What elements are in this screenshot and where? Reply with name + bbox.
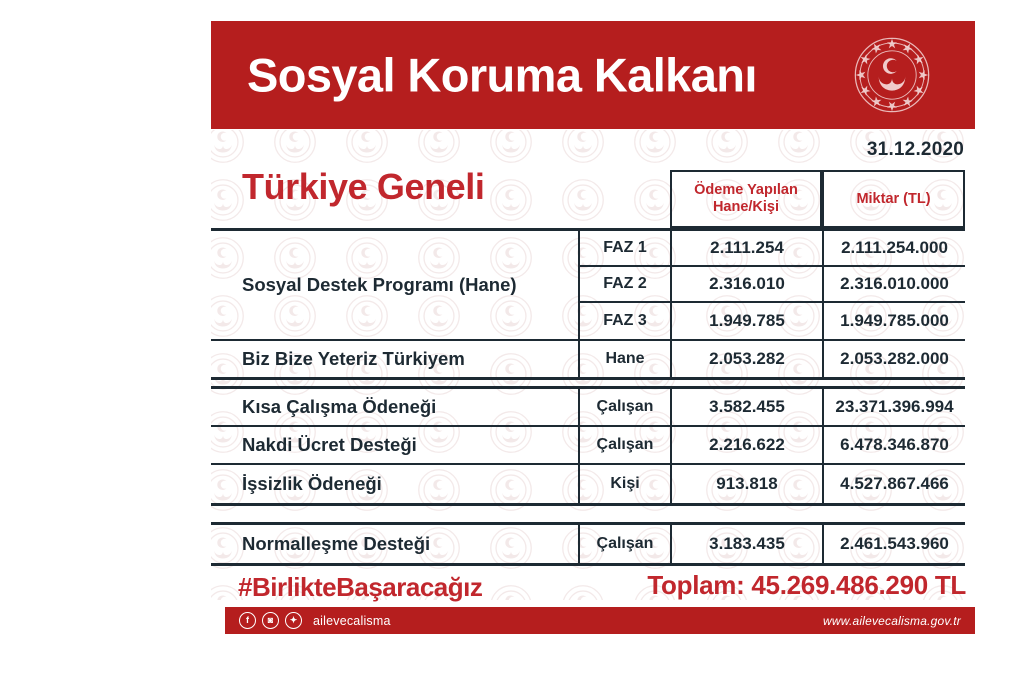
table-row: İşsizlik Ödeneği Kişi 913.818 4.527.867.… [211,465,965,503]
total-amount: Toplam: 45.269.486.290 TL [647,570,966,600]
campaign-hashtag: #BirlikteBaşaracağız [238,572,483,602]
table-row: Biz Bize Yeteriz Türkiyem Hane 2.053.282… [211,339,965,377]
header-band: Sosyal Koruma Kalkanı [211,21,975,129]
cell-unit: Hane [578,341,670,377]
cell-label: İşsizlik Ödeneği [242,473,382,494]
cell-amount: 2.053.282.000 [822,341,965,377]
cell-amount: 2.316.010.000 [822,267,965,301]
social-links: f ◙ ✦ ailevecalisma [239,612,391,629]
website-url: www.ailevecalisma.gov.tr [823,613,961,628]
cell-amount: 23.371.396.994 [822,389,965,425]
cell-label: Biz Bize Yeteriz Türkiyem [242,348,465,369]
cell-quantity: 2.216.622 [670,427,822,463]
table-row: FAZ 2 2.316.010 2.316.010.000 [578,267,965,303]
report-date: 31.12.2020 [866,139,964,160]
cell-unit: Kişi [578,465,670,503]
cell-unit: FAZ 3 [578,303,670,339]
table-row: Kısa Çalışma Ödeneği Çalışan 3.582.455 2… [211,389,965,427]
page-title: Sosyal Koruma Kalkanı [247,48,757,102]
cell-quantity: 2.316.010 [670,267,822,301]
merged-group-row: Sosyal Destek Programı (Hane) FAZ 1 2.11… [211,231,965,339]
cell-unit: FAZ 1 [578,231,670,265]
table-block-employment-support: Kısa Çalışma Ödeneği Çalışan 3.582.455 2… [211,386,965,506]
cell-amount: 2.111.254.000 [822,231,965,265]
cell-amount: 1.949.785.000 [822,303,965,339]
social-handle: ailevecalisma [313,613,391,628]
cell-label: Nakdi Ücret Desteği [242,434,417,455]
ministry-emblem-icon [853,36,931,114]
cell-quantity: 913.818 [670,465,822,503]
cell-unit: FAZ 2 [578,267,670,301]
column-header-quantity-line1: Ödeme Yapılan [694,182,798,199]
table-row: Nakdi Ücret Desteği Çalışan 2.216.622 6.… [211,427,965,465]
column-header-quantity-line2: Hane/Kişi [712,199,780,215]
cell-amount: 6.478.346.870 [822,427,965,463]
twitter-icon[interactable]: ✦ [285,612,302,629]
cell-amount: 4.527.867.466 [822,465,965,503]
cell-label: Normalleşme Desteği [242,533,431,554]
cell-quantity: 3.183.435 [670,525,822,563]
cell-unit: Çalışan [578,389,670,425]
statistics-table: Ödeme Yapılan Hane/Kişi Miktar (TL) Sosy… [211,130,975,570]
cell-amount: 2.461.543.960 [822,525,965,563]
table-row: Normalleşme Desteği Çalışan 3.183.435 2.… [211,525,965,563]
cell-label: Kısa Çalışma Ödeneği [242,396,437,417]
cell-unit: Çalışan [578,427,670,463]
cell-quantity: 2.053.282 [670,341,822,377]
table-row: FAZ 3 1.949.785 1.949.785.000 [578,303,965,339]
table-block-normalization-support: Normalleşme Desteği Çalışan 3.183.435 2.… [211,522,965,566]
column-header-quantity: Ödeme Yapılan Hane/Kişi [670,170,822,228]
table-block-social-support: Sosyal Destek Programı (Hane) FAZ 1 2.11… [211,228,965,380]
footer-bar: f ◙ ✦ ailevecalisma www.ailevecalisma.go… [225,607,975,634]
cell-unit: Çalışan [578,525,670,563]
row-label-sosyal-destek: Sosyal Destek Programı (Hane) [242,274,517,295]
watermark-emblem-icon [561,584,605,600]
facebook-icon[interactable]: f [239,612,256,629]
cell-quantity: 2.111.254 [670,231,822,265]
column-header-amount: Miktar (TL) [822,170,965,228]
instagram-icon[interactable]: ◙ [262,612,279,629]
cell-quantity: 1.949.785 [670,303,822,339]
cell-quantity: 3.582.455 [670,389,822,425]
table-row: FAZ 1 2.111.254 2.111.254.000 [578,231,965,267]
section-title: Türkiye Geneli [242,166,485,207]
watermark-emblem-icon [489,584,533,600]
